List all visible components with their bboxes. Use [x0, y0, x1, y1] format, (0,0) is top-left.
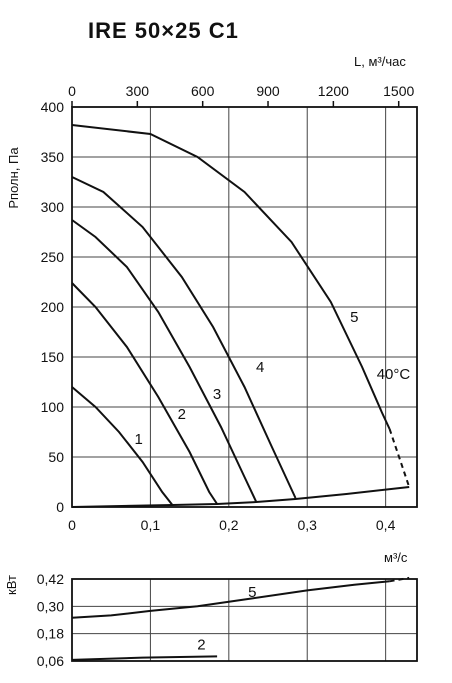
power-y-axis-label: кВт	[4, 575, 19, 595]
power-curve-5-dashed	[389, 576, 410, 583]
main-curve-label-2: 2	[178, 406, 186, 423]
main-x-tick-label: 0	[68, 517, 76, 533]
main-curve-labels: 1 2 3 4 5 40°C	[134, 309, 410, 448]
main-curve-5-dashed	[388, 428, 411, 488]
main-x-top-tick-label: 1500	[383, 83, 414, 99]
power-y-ticks: 0,06 0,18 0,30 0,42	[37, 571, 64, 669]
main-y-tick-label: 200	[41, 299, 65, 315]
main-y-tick-label: 0	[56, 499, 64, 515]
power-y-tick-label: 0,42	[37, 571, 64, 587]
x-bottom-unit-label: м³/с	[384, 550, 408, 565]
main-x-tick-label: 0,3	[297, 517, 317, 533]
main-x-top-tick-label: 600	[191, 83, 215, 99]
power-grid	[72, 579, 417, 661]
main-y-tick-label: 50	[48, 449, 64, 465]
power-curve-labels: 52	[197, 584, 256, 653]
main-curve-label-40-c: 40°C	[377, 366, 411, 383]
main-curve-1	[71, 386, 174, 506]
main-curve-label-1: 1	[134, 431, 142, 448]
main-x-top-tick-label: 0	[68, 83, 76, 99]
main-x-top-ticks: 0 300 600 900 1200 1500	[68, 83, 414, 107]
main-x-top-tick-label: 1200	[318, 83, 349, 99]
power-plot-frame	[71, 578, 418, 662]
main-x-tick-label: 0,2	[219, 517, 239, 533]
power-curve-label-2: 2	[197, 637, 205, 654]
main-curve-5	[71, 124, 391, 430]
main-curves	[71, 124, 411, 508]
main-y-tick-label: 300	[41, 199, 65, 215]
main-plot-frame	[71, 106, 418, 508]
main-curve-label-4: 4	[256, 359, 264, 376]
main-curve-system	[71, 486, 410, 508]
x-top-axis-label: L, м³/час	[354, 54, 406, 69]
main-x-tick-label: 0,1	[141, 517, 161, 533]
power-curve-5	[71, 580, 390, 619]
chart-title: IRE 50×25 C1	[88, 18, 239, 43]
main-y-tick-label: 100	[41, 399, 65, 415]
main-x-top-tick-label: 300	[126, 83, 150, 99]
power-curves	[71, 576, 410, 661]
main-curve-label-3: 3	[213, 386, 221, 403]
main-x-top-tick-label: 900	[256, 83, 280, 99]
main-curve-label-5: 5	[350, 309, 358, 326]
main-x-ticks: 0 0,1 0,2 0,3 0,4	[68, 517, 395, 533]
main-curve-3	[71, 219, 258, 503]
power-curve-2	[71, 655, 218, 661]
main-y-tick-label: 350	[41, 149, 65, 165]
main-curve-4	[71, 176, 297, 499]
power-curve-label-5: 5	[248, 584, 256, 601]
power-y-tick-label: 0,06	[37, 653, 64, 669]
main-x-tick-label: 0,4	[376, 517, 396, 533]
main-y-tick-label: 400	[41, 99, 65, 115]
power-y-tick-label: 0,30	[37, 598, 64, 614]
main-y-tick-label: 150	[41, 349, 65, 365]
main-y-tick-label: 250	[41, 249, 65, 265]
y-axis-label: Pполн, Па	[6, 147, 21, 209]
main-chart: 0 0,1 0,2 0,3 0,4 0 300 600 900 1200 1500 0501001…	[6, 54, 418, 565]
main-y-ticks: 0 50 100 150 200 250 300 350 400	[41, 99, 65, 515]
power-chart: 0,060,180,300,42 52 кВт	[4, 571, 418, 669]
main-grid	[72, 107, 417, 507]
power-y-tick-label: 0,18	[37, 626, 64, 642]
main-curve-2	[71, 282, 218, 505]
